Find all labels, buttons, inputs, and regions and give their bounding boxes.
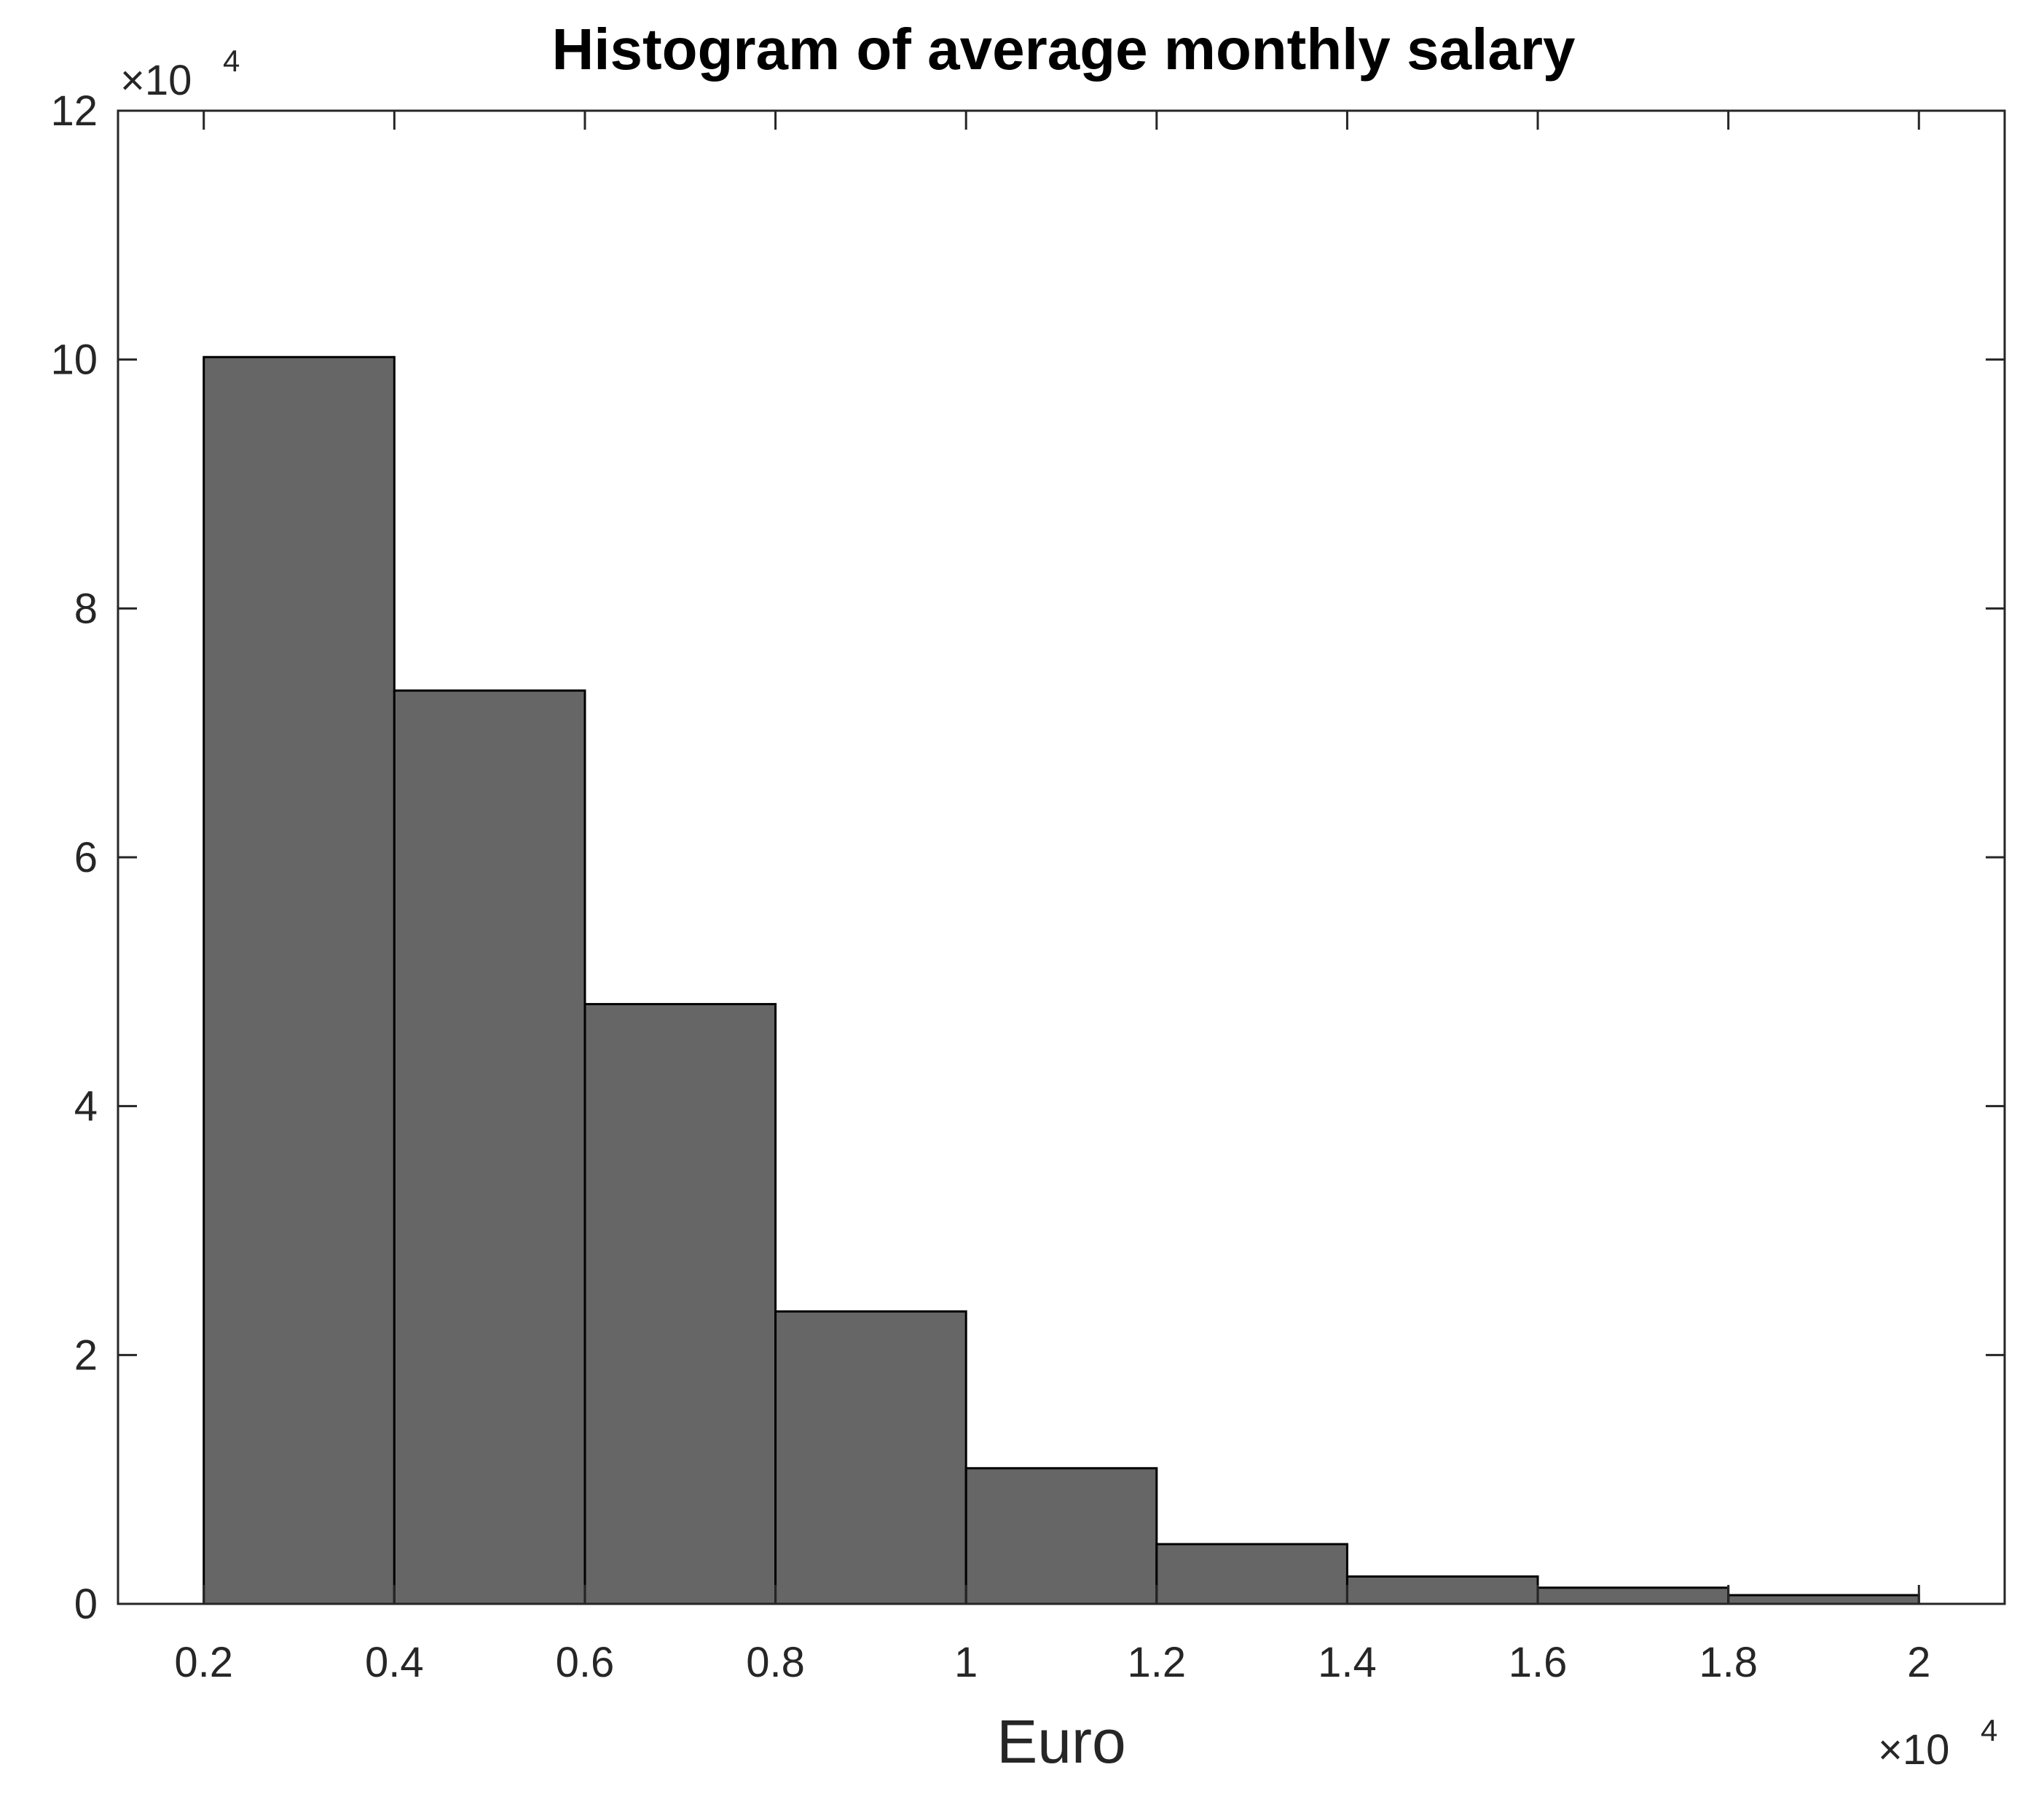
y-tick-label: 6 [74,834,98,881]
y-tick-label: 2 [74,1331,98,1379]
histogram-bar-7 [1345,1575,1539,1605]
x-tick-label: 2 [1907,1639,1930,1686]
y-exponent-base: ×10 [120,57,192,104]
histogram-bar-8 [1536,1586,1730,1605]
x-tick-label: 0.8 [746,1639,805,1686]
histogram-bar-9 [1727,1594,1920,1605]
histogram-bar-6 [1155,1543,1348,1605]
ticks-layer [118,109,2005,1605]
histogram-bar-4 [774,1310,967,1605]
y-tick-label: 10 [50,337,98,384]
x-axis-label: Euro [997,1707,1125,1776]
x-tick-label: 0.2 [174,1639,233,1686]
y-tick-label: 0 [74,1581,98,1628]
histogram-bar-3 [583,1003,777,1605]
y-tick-label: 12 [50,87,98,135]
x-tick-label: 1.8 [1699,1639,1758,1686]
x-tick-label: 0.4 [365,1639,424,1686]
x-tick-label: 1.2 [1127,1639,1186,1686]
histogram-bar-1 [203,355,396,1605]
y-exponent: ×10 4 [120,44,240,104]
x-exponent: ×10 4 [1878,1713,1997,1774]
x-tick-label: 1.4 [1318,1639,1377,1686]
x-exponent-base: ×10 [1878,1726,1949,1774]
x-tick-label: 1 [954,1639,978,1686]
y-tick-label: 4 [74,1083,98,1130]
x-tick-label: 0.6 [556,1639,615,1686]
bars-layer [203,355,1920,1605]
histogram-bar-2 [393,689,586,1605]
x-exponent-power: 4 [1981,1713,1997,1747]
x-tick-label: 1.6 [1509,1639,1568,1686]
y-exponent-power: 4 [223,44,240,78]
tick-labels-layer: 0.2 0.4 0.6 0.8 1 1.2 1.4 1.6 1.8 2 0 2 4 6 8 10 12 [50,87,1930,1686]
chart-title: Histogram of average monthly salary [552,17,1576,82]
y-tick-label: 8 [74,585,98,632]
histogram-bar-5 [964,1467,1158,1605]
